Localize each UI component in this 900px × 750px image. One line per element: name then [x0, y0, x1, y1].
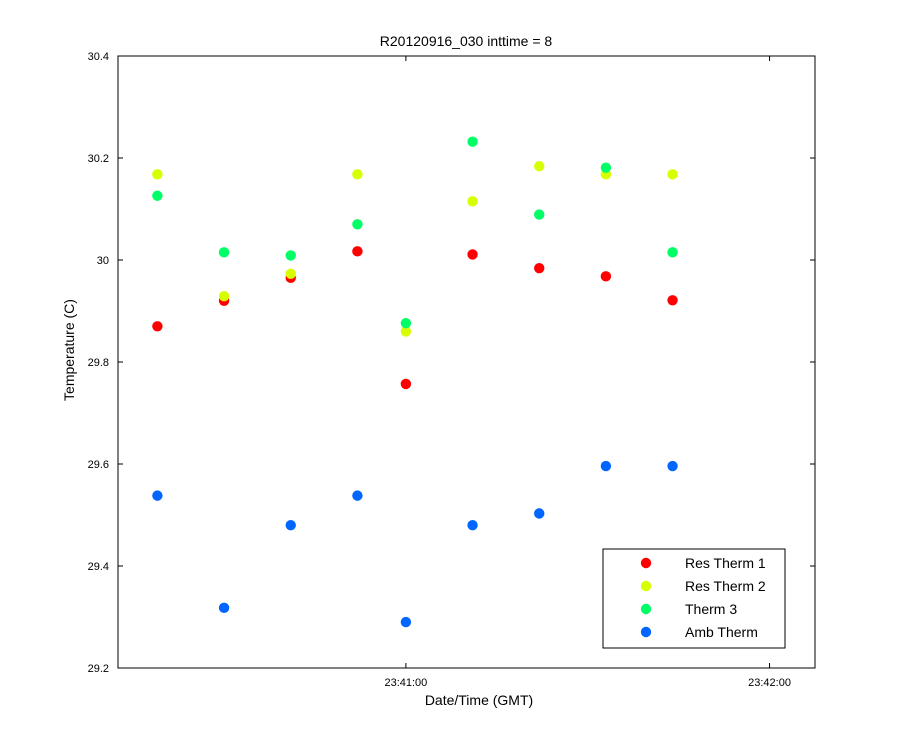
- legend-marker: [640, 580, 652, 592]
- data-point: [600, 162, 612, 173]
- data-point: [467, 520, 478, 531]
- y-tick-label: 30: [97, 255, 109, 267]
- data-point: [467, 196, 478, 207]
- data-points: [152, 136, 678, 628]
- data-point: [667, 295, 678, 306]
- legend-label: Amb Therm: [685, 624, 758, 640]
- y-tick-label: 29.8: [88, 357, 109, 369]
- y-axis-label: Temperature (C): [61, 299, 77, 401]
- y-tick-label: 29.4: [88, 561, 109, 573]
- data-point: [285, 268, 296, 279]
- legend-label: Res Therm 2: [685, 578, 766, 594]
- data-point: [400, 378, 412, 390]
- legend-marker: [640, 557, 652, 569]
- data-point: [352, 169, 363, 180]
- chart-title: R20120916_030 inttime = 8: [380, 33, 553, 49]
- legend-label: Therm 3: [685, 601, 737, 617]
- legend: Res Therm 1 Res Therm 2 Therm 3 Amb Therm: [602, 548, 786, 649]
- y-tick-label: 29.6: [88, 459, 109, 471]
- data-point: [352, 219, 363, 230]
- y-tick-label: 30.2: [88, 153, 109, 165]
- axis-ticks: [118, 55, 815, 669]
- x-tick-label: 23:42:00: [748, 677, 791, 689]
- data-point: [467, 249, 478, 260]
- data-point: [667, 460, 678, 472]
- data-point: [152, 321, 163, 332]
- x-tick-label: 23:41:00: [384, 677, 427, 689]
- data-point: [400, 326, 412, 337]
- data-point: [152, 190, 163, 201]
- data-point: [152, 490, 163, 501]
- series-amb-therm: [152, 460, 678, 628]
- data-point: [534, 160, 545, 172]
- data-point: [534, 508, 545, 519]
- y-tick-label: 30.4: [88, 51, 109, 63]
- y-tick-label: 29.2: [88, 663, 109, 675]
- legend-box: [602, 548, 786, 649]
- data-point: [285, 520, 296, 531]
- data-point: [218, 247, 230, 258]
- data-point: [534, 262, 545, 274]
- data-point: [467, 136, 478, 147]
- data-point: [352, 490, 363, 501]
- data-point: [667, 247, 678, 258]
- data-point: [400, 616, 412, 628]
- legend-marker: [640, 603, 652, 615]
- data-point: [400, 318, 412, 329]
- data-point: [600, 460, 612, 472]
- data-point: [352, 246, 363, 257]
- data-point: [667, 169, 678, 180]
- data-point: [218, 291, 230, 302]
- data-point: [285, 250, 296, 261]
- x-axis-label: Date/Time (GMT): [425, 692, 533, 708]
- data-point: [534, 209, 545, 220]
- series-therm-3: [152, 136, 678, 329]
- legend-label: Res Therm 1: [685, 555, 766, 571]
- data-point: [152, 169, 163, 180]
- data-point: [218, 602, 230, 614]
- axis-tick-labels: 29.2 29.4 29.6 29.8 30 30.2 30.4 23:41:00 23:42:…: [88, 51, 791, 689]
- data-point: [600, 271, 612, 282]
- legend-marker: [640, 626, 652, 638]
